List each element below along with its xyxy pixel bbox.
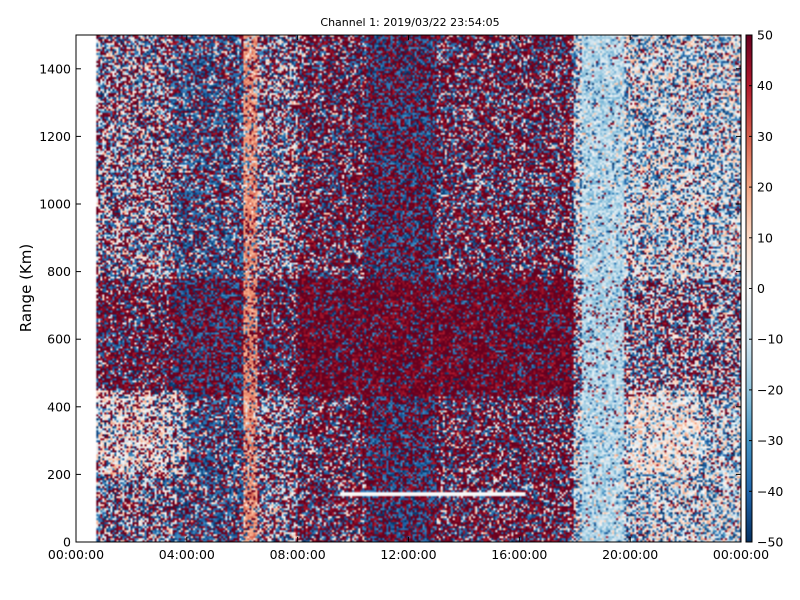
y-axis-label: Range (Km) bbox=[17, 244, 35, 332]
y-tick-label: 1400 bbox=[39, 61, 71, 76]
colorbar-tick-label: 50 bbox=[757, 28, 773, 43]
colorbar-tick-label: 40 bbox=[757, 78, 773, 93]
chart-title: Channel 1: 2019/03/22 23:54:05 bbox=[320, 16, 499, 29]
colorbar-tick-label: 10 bbox=[757, 230, 773, 245]
colorbar-tick-label: −20 bbox=[757, 382, 783, 397]
x-tick-label: 04:00:00 bbox=[159, 547, 215, 562]
y-tick-label: 200 bbox=[47, 467, 71, 482]
colorbar-tick-label: 30 bbox=[757, 129, 773, 144]
colorbar-tick-label: −10 bbox=[757, 332, 783, 347]
colorbar: −50 −40 −30 −20 −10 0 10 20 30 40 50 bbox=[745, 28, 783, 550]
colorbar-tick-label: −50 bbox=[757, 535, 783, 550]
y-tick-label: 0 bbox=[63, 535, 71, 550]
heatmap-layer bbox=[76, 35, 741, 542]
y-tick-label: 1200 bbox=[39, 129, 71, 144]
x-axis: 00:00:00 04:00:00 08:00:00 12:00:00 16:00:00… bbox=[48, 35, 769, 562]
y-tick-label: 1000 bbox=[39, 197, 71, 212]
x-tick-label: 00:00:00 bbox=[713, 547, 769, 562]
colorbar-tick-label: −30 bbox=[757, 433, 783, 448]
y-tick-label: 400 bbox=[47, 399, 71, 414]
x-tick-label: 00:00:00 bbox=[48, 547, 104, 562]
x-tick-label: 08:00:00 bbox=[270, 547, 326, 562]
colorbar-tick-label: −40 bbox=[757, 484, 783, 499]
x-tick-label: 16:00:00 bbox=[491, 547, 547, 562]
x-tick-label: 12:00:00 bbox=[380, 547, 436, 562]
y-axis: 0 200 400 600 800 1000 1200 1400 bbox=[39, 61, 741, 550]
y-tick-label: 800 bbox=[47, 264, 71, 279]
colorbar-tick-label: 20 bbox=[757, 180, 773, 195]
x-tick-label: 20:00:00 bbox=[602, 547, 658, 562]
colorbar-tick-label: 0 bbox=[757, 281, 765, 296]
y-tick-label: 600 bbox=[47, 332, 71, 347]
heatmap-image bbox=[76, 35, 741, 542]
